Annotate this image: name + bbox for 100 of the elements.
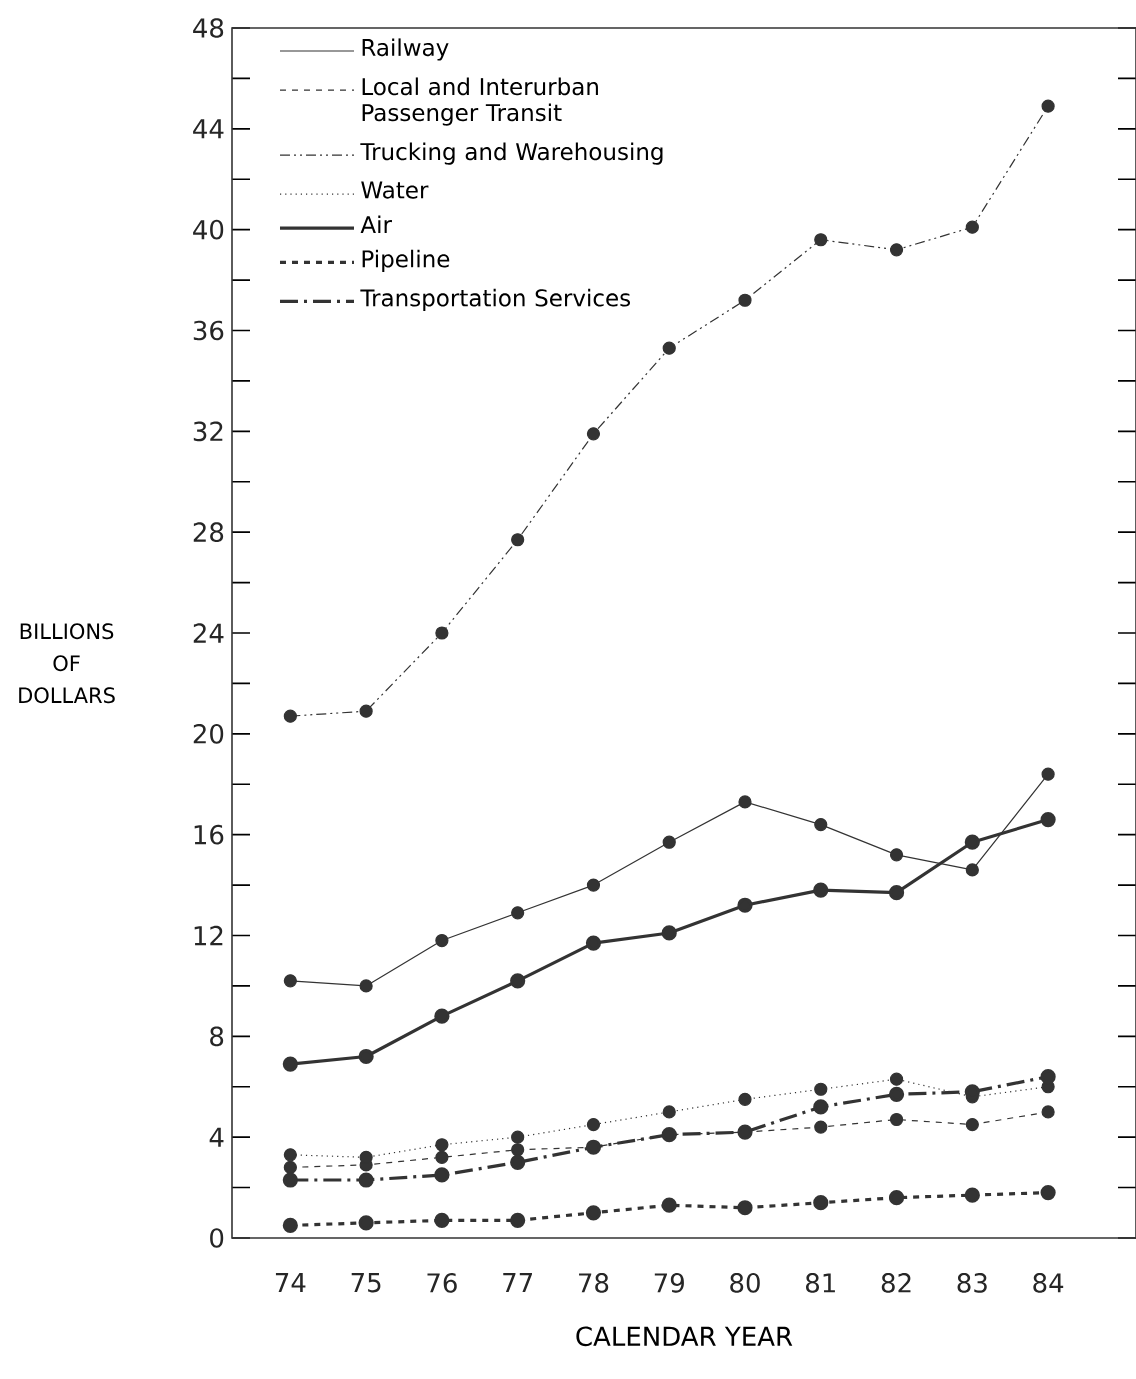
point bbox=[586, 1117, 601, 1132]
point bbox=[510, 1212, 526, 1228]
point bbox=[435, 626, 449, 640]
point bbox=[889, 1072, 904, 1086]
point bbox=[662, 341, 676, 355]
legend-label: Transportation Services bbox=[360, 288, 631, 312]
point bbox=[661, 1197, 677, 1213]
point bbox=[965, 1117, 979, 1132]
point bbox=[511, 533, 525, 547]
y-tick-label: 8 bbox=[210, 1026, 224, 1047]
point bbox=[435, 1138, 449, 1152]
y-tick-label: 28 bbox=[193, 522, 224, 542]
legend-label: Railway bbox=[362, 38, 449, 61]
x-tick-label: 83 bbox=[957, 1273, 987, 1293]
point bbox=[661, 925, 677, 941]
point bbox=[511, 1130, 525, 1144]
point bbox=[889, 243, 904, 257]
point bbox=[814, 233, 828, 247]
x-tick-label: 79 bbox=[654, 1273, 684, 1293]
legend-label: Local and Interurban Passenger Transit bbox=[362, 77, 598, 126]
point bbox=[282, 1056, 298, 1072]
point bbox=[359, 704, 373, 718]
x-tick-label: 77 bbox=[503, 1273, 532, 1293]
y-tick-label: 20 bbox=[193, 724, 224, 744]
point bbox=[737, 1200, 753, 1216]
point bbox=[585, 935, 602, 951]
point bbox=[283, 709, 297, 723]
point bbox=[737, 897, 753, 913]
y-axis-title: BILLIONS OF DOLLARS bbox=[19, 623, 115, 704]
x-tick-label: 74 bbox=[275, 1273, 306, 1293]
point bbox=[1040, 1069, 1056, 1085]
x-tick-label: 81 bbox=[805, 1273, 835, 1293]
point bbox=[662, 1105, 676, 1119]
point bbox=[814, 1120, 828, 1134]
point bbox=[738, 1092, 752, 1106]
point bbox=[585, 1205, 602, 1221]
point bbox=[510, 1154, 526, 1170]
point bbox=[282, 1217, 298, 1233]
point bbox=[283, 974, 297, 988]
x-tick-label: 80 bbox=[730, 1273, 760, 1293]
y-tick-label: 40 bbox=[193, 219, 224, 240]
point bbox=[359, 979, 373, 993]
point bbox=[814, 1082, 828, 1096]
legend-label: Water bbox=[361, 181, 429, 199]
point bbox=[889, 848, 904, 862]
y-tick-label: 32 bbox=[193, 421, 223, 442]
point bbox=[1041, 99, 1055, 113]
y-tick-label: 12 bbox=[194, 925, 223, 946]
point bbox=[586, 878, 601, 892]
x-tick-label: 84 bbox=[1033, 1273, 1064, 1293]
point bbox=[1040, 811, 1056, 828]
point bbox=[511, 906, 525, 920]
point bbox=[435, 933, 449, 948]
point bbox=[888, 885, 905, 901]
point bbox=[662, 835, 676, 849]
point bbox=[964, 834, 980, 850]
x-axis-title: CALENDAR YEAR bbox=[576, 1326, 793, 1347]
point bbox=[738, 293, 752, 307]
point bbox=[1041, 1105, 1055, 1119]
point bbox=[282, 1172, 298, 1188]
point bbox=[358, 1215, 374, 1231]
x-tick-label: 76 bbox=[427, 1273, 457, 1293]
point bbox=[964, 1187, 980, 1203]
point bbox=[434, 1167, 450, 1183]
point bbox=[813, 1099, 829, 1115]
x-tick-label: 75 bbox=[351, 1273, 381, 1293]
point bbox=[434, 1008, 450, 1024]
point bbox=[283, 1148, 297, 1162]
point bbox=[358, 1172, 374, 1188]
y-tick-label: 0 bbox=[210, 1228, 224, 1248]
y-tick-label: 44 bbox=[193, 119, 224, 139]
y-tick-label: 36 bbox=[193, 320, 224, 341]
y-tick-label: 48 bbox=[193, 18, 224, 38]
point bbox=[586, 427, 601, 441]
point bbox=[1040, 1185, 1056, 1201]
x-tick-label: 78 bbox=[579, 1273, 609, 1293]
point bbox=[814, 817, 828, 832]
point bbox=[813, 882, 829, 898]
point bbox=[283, 1160, 297, 1175]
point bbox=[813, 1195, 829, 1211]
point bbox=[889, 1112, 904, 1127]
point bbox=[434, 1212, 450, 1228]
point bbox=[435, 1150, 449, 1164]
point bbox=[888, 1190, 905, 1206]
point bbox=[738, 795, 752, 809]
point bbox=[511, 1143, 525, 1157]
point bbox=[965, 220, 979, 234]
point bbox=[965, 863, 979, 877]
legend-label: Pipeline bbox=[362, 249, 450, 272]
legend-label: Trucking and Warehousing bbox=[360, 142, 663, 165]
legend-label: Air bbox=[360, 215, 392, 233]
y-tick-label: 4 bbox=[209, 1127, 224, 1147]
point bbox=[888, 1086, 905, 1102]
y-tick-label: 16 bbox=[194, 824, 224, 845]
point bbox=[510, 973, 526, 989]
point bbox=[358, 1048, 374, 1065]
y-tick-label: 24 bbox=[193, 623, 224, 643]
point bbox=[1041, 767, 1055, 781]
x-tick-label: 82 bbox=[881, 1273, 911, 1293]
point bbox=[359, 1150, 373, 1164]
